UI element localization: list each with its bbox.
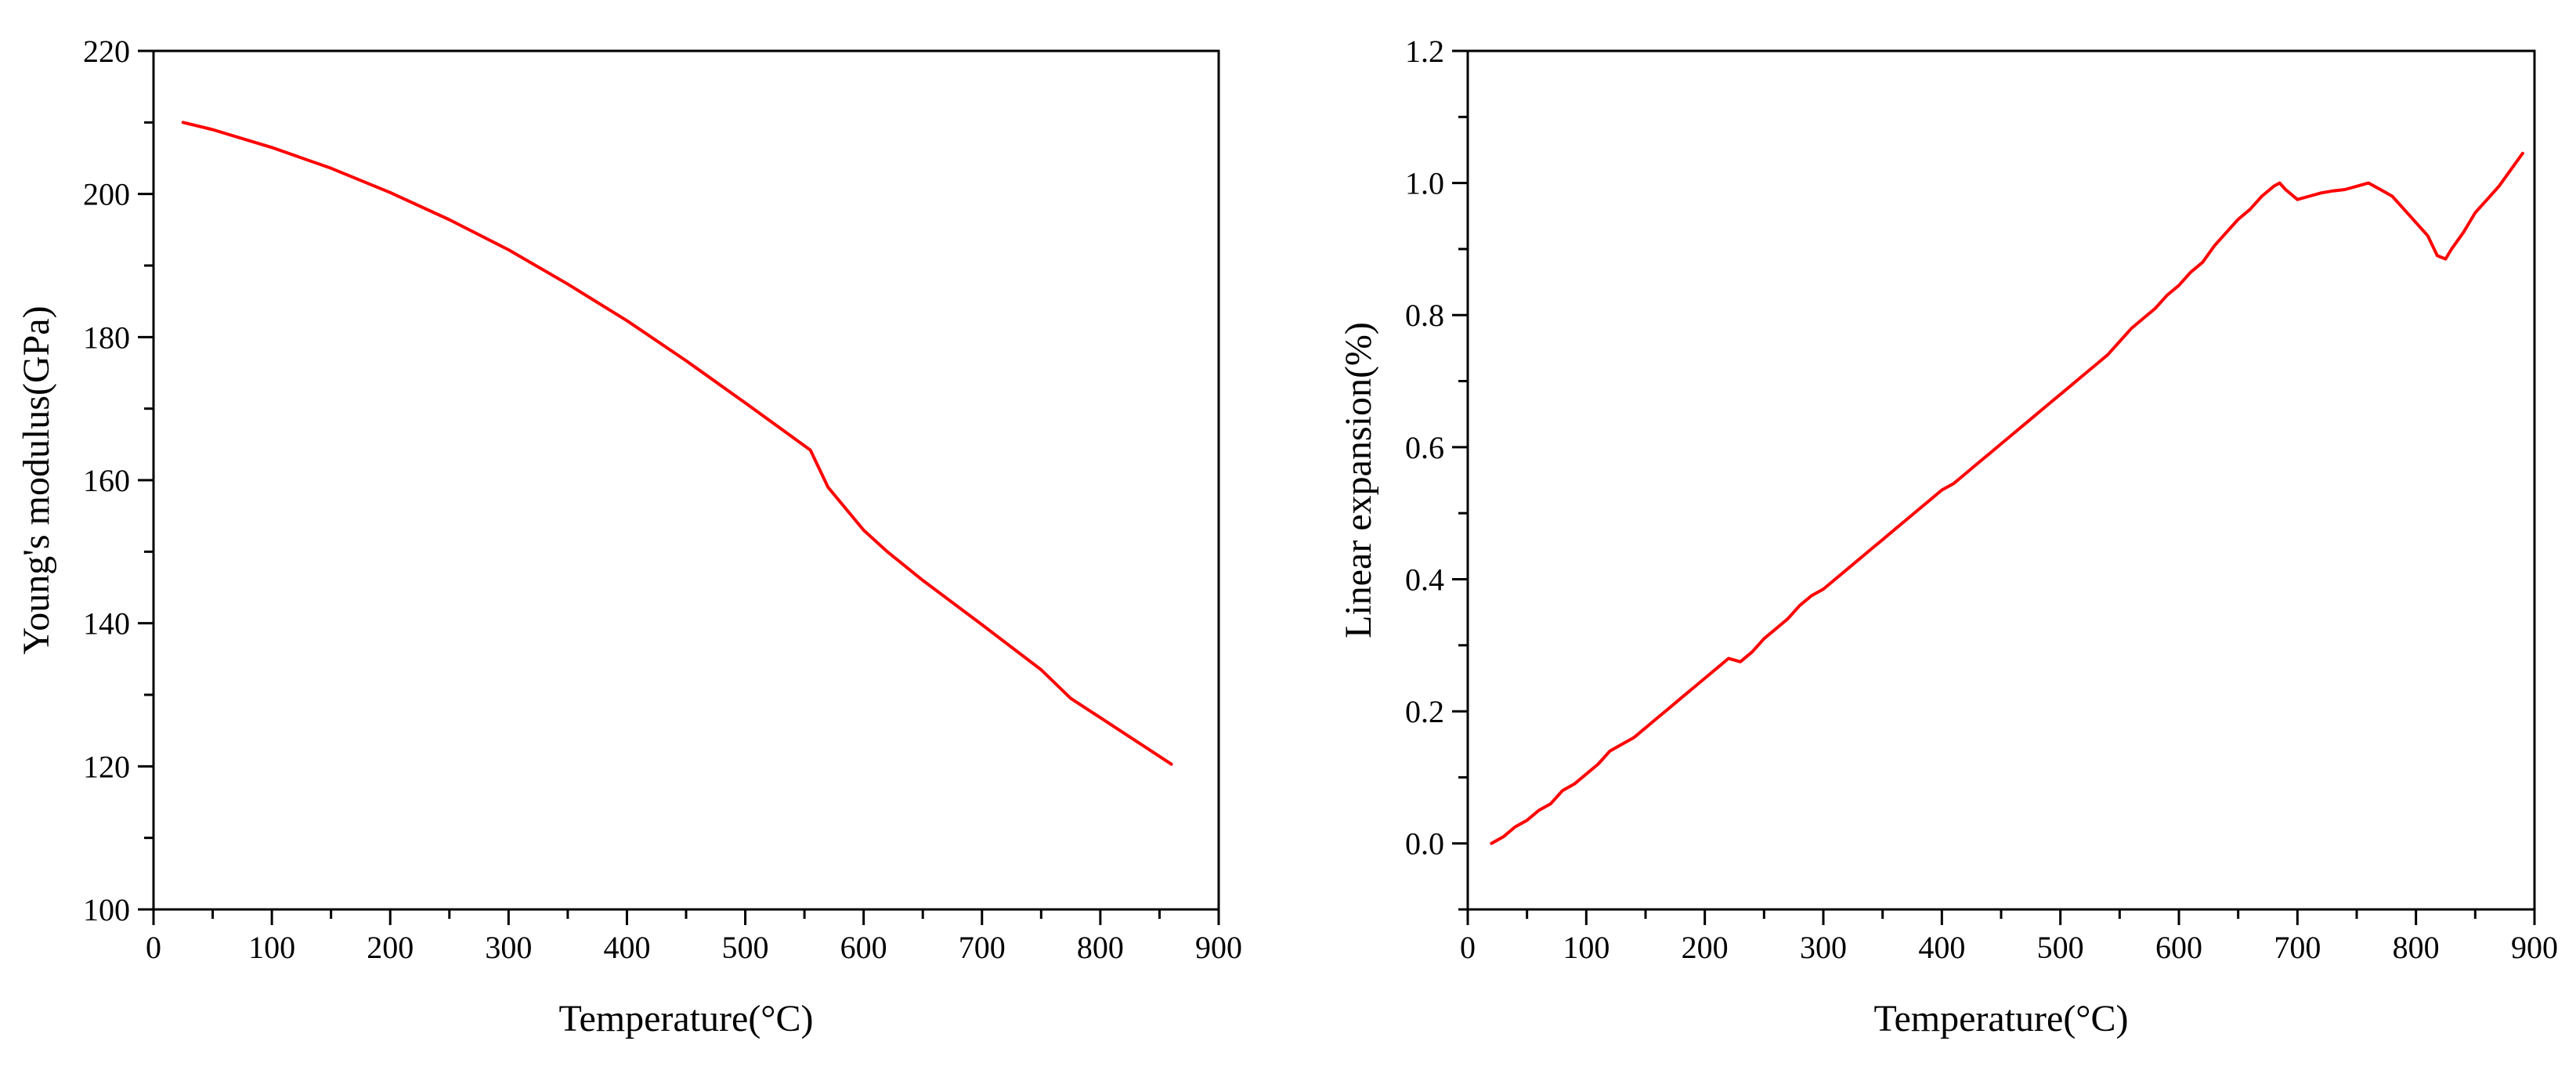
linear-expansion-x-tick-label: 900	[2511, 930, 2558, 965]
linear-expansion-x-tick-label: 400	[1918, 930, 1965, 965]
linear-expansion-tick-labels: 0 100 200 300 400 500 600 700 800 900 0.0 0.2 0.4 0.6…	[1405, 34, 2558, 965]
youngs-modulus-x-tick-label: 600	[840, 930, 887, 965]
youngs-modulus-ticks	[138, 49, 1220, 925]
linear-expansion-y-tick-label: 0.8	[1405, 298, 1444, 333]
youngs-modulus-x-tick-label: 800	[1077, 930, 1124, 965]
linear-expansion-y-tick-label: 0.6	[1405, 430, 1444, 465]
youngs-modulus-x-tick-label: 300	[485, 930, 532, 965]
youngs-modulus-series	[181, 121, 1173, 766]
youngs-modulus-y-tick-label: 140	[83, 606, 130, 642]
youngs-modulus-tick-labels: 0 100 200 300 400 500 600 700 800 900 100 120 140 160…	[83, 34, 1242, 965]
youngs-modulus-x-tick-label: 400	[603, 930, 650, 965]
linear-expansion-series	[1490, 151, 2524, 845]
youngs-modulus-x-axis-label: Temperature(°C)	[558, 998, 813, 1039]
youngs-modulus-x-tick-label: 700	[959, 930, 1006, 965]
linear-expansion-y-axis-label: Linear expansion(%)	[1338, 322, 1379, 638]
youngs-modulus-y-tick-label: 200	[83, 177, 130, 212]
youngs-modulus-y-tick-label: 180	[83, 320, 130, 355]
youngs-modulus-y-tick-label: 220	[83, 34, 130, 69]
linear-expansion-x-axis-label: Temperature(°C)	[1873, 998, 2128, 1039]
linear-expansion-y-tick-label: 1.2	[1405, 34, 1444, 69]
linear-expansion-y-tick-label: 1.0	[1405, 166, 1444, 201]
linear-expansion-y-tick-label: 0.2	[1405, 694, 1444, 729]
linear-expansion-x-tick-label: 100	[1563, 930, 1610, 965]
youngs-modulus-y-tick-label: 120	[83, 749, 130, 784]
youngs-modulus-x-tick-label: 500	[722, 930, 769, 965]
youngs-modulus-series-line	[181, 121, 1173, 766]
youngs-modulus-x-tick-label: 900	[1195, 930, 1242, 965]
linear-expansion-x-tick-label: 0	[1460, 930, 1476, 965]
youngs-modulus-y-tick-label: 160	[83, 463, 130, 498]
linear-expansion-y-tick-label: 0.0	[1405, 826, 1444, 862]
youngs-modulus-x-tick-label: 100	[248, 930, 295, 965]
youngs-modulus-plot-frame	[152, 49, 1220, 911]
youngs-modulus-x-tick-label: 0	[146, 930, 161, 965]
youngs-modulus-y-tick-label: 100	[83, 892, 130, 927]
linear-expansion-x-tick-label: 500	[2037, 930, 2084, 965]
linear-expansion-x-tick-label: 300	[1800, 930, 1847, 965]
linear-expansion-x-tick-label: 800	[2393, 930, 2440, 965]
linear-expansion-ticks	[1452, 49, 2536, 925]
linear-expansion-x-tick-label: 200	[1682, 930, 1729, 965]
linear-expansion-x-tick-label: 700	[2274, 930, 2321, 965]
linear-expansion-y-tick-label: 0.4	[1405, 562, 1444, 597]
youngs-modulus-chart: 0 100 200 300 400 500 600 700 800 900 100 120 140 160…	[16, 34, 1242, 1039]
youngs-modulus-y-axis-label: Young's modulus(GPa)	[16, 305, 57, 654]
linear-expansion-series-line	[1490, 151, 2524, 845]
linear-expansion-plot-frame	[1466, 49, 2536, 911]
youngs-modulus-x-tick-label: 200	[367, 930, 414, 965]
linear-expansion-x-tick-label: 600	[2155, 930, 2202, 965]
linear-expansion-chart: 0 100 200 300 400 500 600 700 800 900 0.0 0.2 0.4 0.6…	[1338, 34, 2558, 1039]
